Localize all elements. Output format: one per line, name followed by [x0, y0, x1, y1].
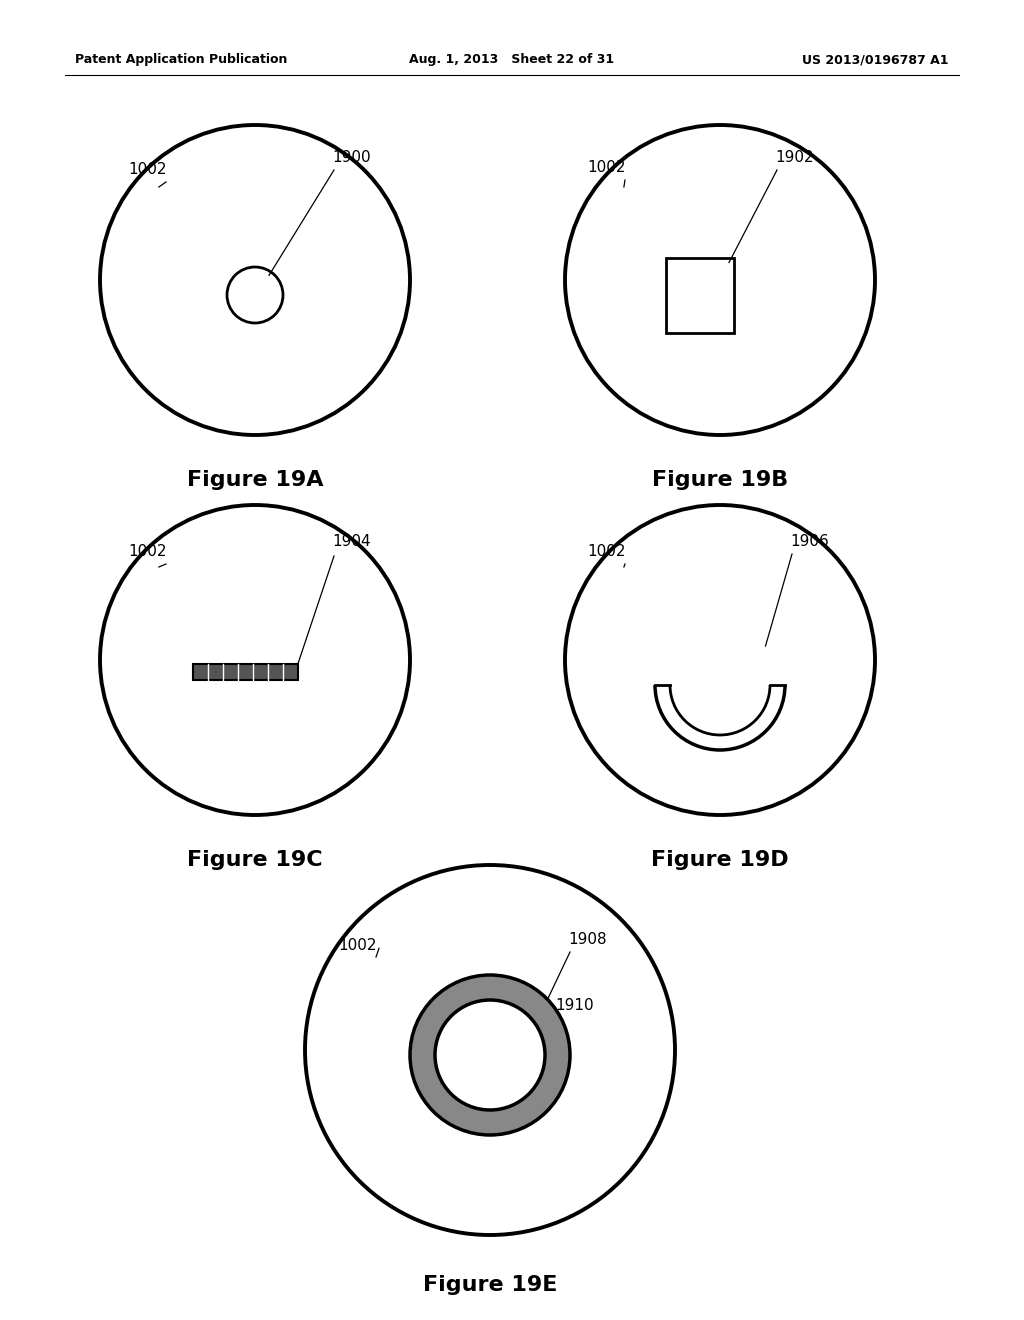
Text: Patent Application Publication: Patent Application Publication	[75, 54, 288, 66]
Text: 1902: 1902	[776, 150, 814, 165]
Text: 1904: 1904	[333, 535, 372, 549]
Text: Figure 19A: Figure 19A	[186, 470, 324, 490]
Text: 1910: 1910	[556, 998, 594, 1012]
Text: Figure 19C: Figure 19C	[187, 850, 323, 870]
Text: 1002: 1002	[588, 161, 627, 176]
Text: Aug. 1, 2013   Sheet 22 of 31: Aug. 1, 2013 Sheet 22 of 31	[410, 54, 614, 66]
Circle shape	[435, 1001, 545, 1110]
Text: 1900: 1900	[333, 150, 372, 165]
Text: 1002: 1002	[129, 544, 167, 560]
Text: 1906: 1906	[791, 535, 829, 549]
Text: 1908: 1908	[568, 932, 607, 948]
Text: Figure 19D: Figure 19D	[651, 850, 788, 870]
Text: 1002: 1002	[588, 544, 627, 560]
Text: 1002: 1002	[339, 937, 377, 953]
Circle shape	[410, 975, 570, 1135]
Bar	[193, 664, 298, 680]
Text: Figure 19E: Figure 19E	[423, 1275, 557, 1295]
Text: US 2013/0196787 A1: US 2013/0196787 A1	[803, 54, 949, 66]
Text: 1002: 1002	[129, 162, 167, 177]
Text: Figure 19B: Figure 19B	[652, 470, 788, 490]
Bar	[666, 257, 734, 333]
